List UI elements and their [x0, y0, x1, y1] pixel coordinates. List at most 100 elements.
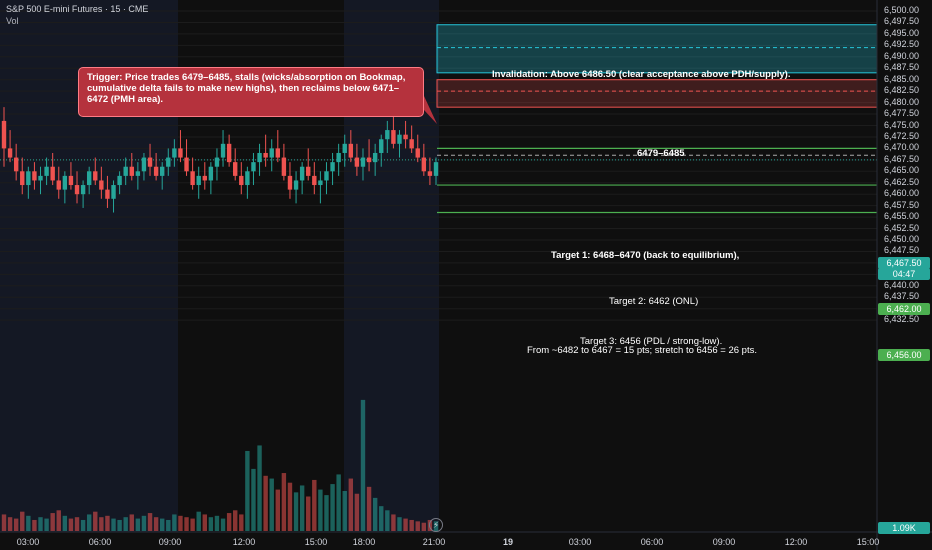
candle-body [257, 152, 262, 163]
candle-body [379, 139, 384, 153]
candle-body [366, 157, 372, 163]
target1-label[interactable]: Target 1: 6468–6470 (back to equilibrium… [551, 250, 740, 261]
candle-body [32, 171, 37, 181]
volume-bar [263, 475, 268, 531]
trigger-callout[interactable]: Trigger: Price trades 6479–6485, stalls … [78, 67, 424, 117]
target2-price-tag: 6,462.00 [878, 303, 930, 315]
price-tick-label: 6,480.00 [884, 96, 920, 107]
candle-body [1, 120, 7, 149]
time-tick-label: 12:00 [232, 537, 256, 547]
invalidation-label[interactable]: Invalidation: Above 6486.50 (clear accep… [492, 69, 791, 80]
candle-body [226, 143, 232, 163]
time-tick-label: 19 [502, 537, 514, 547]
price-tick-label: 6,490.00 [884, 50, 920, 61]
volume-bar [220, 518, 226, 531]
candle-body [391, 130, 396, 144]
price-tick-label: 6,492.50 [884, 39, 920, 50]
candle-body [306, 166, 311, 176]
candle-body [354, 157, 360, 167]
volume-bar [135, 518, 141, 531]
candle-body [245, 171, 250, 186]
volume-bar [44, 518, 49, 531]
volume-bar [7, 517, 13, 531]
volume-bar [269, 478, 274, 531]
target3-label[interactable]: Target 3: 6456 (PDL / strong-low). [580, 336, 723, 347]
volume-bar [366, 486, 372, 531]
price-tick-label: 6,475.00 [884, 119, 920, 130]
time-tick-label: 03:00 [568, 537, 592, 547]
candle-body [281, 157, 287, 176]
symbol-title[interactable]: S&P 500 E-mini Futures · 15 · CME [6, 4, 149, 14]
lightning-icon[interactable]: ⚡ [429, 518, 443, 532]
candle-body [330, 162, 335, 172]
price-tick-label: 6,450.00 [884, 234, 920, 244]
volume-bar [299, 485, 305, 531]
volume-bar [324, 495, 329, 531]
target3-price-tag: 6,456.00 [878, 349, 930, 361]
volume-indicator-label[interactable]: Vol [6, 16, 19, 26]
volume-bar [178, 515, 183, 531]
candle-body [287, 175, 293, 190]
volume-bar [99, 517, 104, 531]
volume-bar [379, 506, 384, 531]
volume-bar [391, 514, 396, 531]
candle-body [299, 166, 305, 181]
volume-bar [257, 445, 262, 531]
invalidation-zone [436, 24, 878, 74]
time-tick-label: 15:00 [856, 537, 880, 547]
volume-bar [342, 490, 347, 531]
candle-body [239, 175, 244, 186]
volume-bar [74, 517, 80, 531]
target3-summary[interactable]: From ~6482 to 6467 = 15 pts; stretch to … [527, 345, 757, 356]
callout-pointer [424, 96, 437, 124]
candle-countdown: 04:47 [878, 268, 930, 280]
candle-body [166, 157, 171, 167]
price-tick-label: 6,460.00 [884, 188, 920, 199]
volume-bar [318, 489, 323, 531]
price-tick-label: 6,440.00 [884, 279, 920, 290]
candle-body [427, 171, 433, 176]
price-tick-label: 6,447.50 [884, 245, 920, 256]
candle-body [342, 143, 347, 153]
volume-bar [409, 519, 414, 531]
candle-body [336, 152, 341, 163]
price-tick-label: 6,437.50 [884, 291, 920, 302]
candle-body [421, 157, 427, 172]
volume-bar [117, 519, 122, 531]
volume-bar [239, 514, 244, 531]
candle-body [293, 180, 299, 190]
candle-body [74, 185, 80, 195]
candle-body [38, 175, 43, 181]
candle-body [26, 171, 31, 186]
time-tick-label: 12:00 [784, 537, 808, 547]
candle-body [68, 175, 74, 186]
volume-bar [251, 468, 256, 531]
time-tick-label: 03:00 [16, 537, 40, 547]
volume-bar [153, 517, 159, 531]
price-tick-label: 6,477.50 [884, 108, 920, 119]
short-zone-label[interactable]: 6479–6485 [637, 148, 685, 159]
candle-body [56, 180, 61, 190]
volume-bar [415, 521, 420, 531]
candle-body [324, 171, 329, 181]
time-tick-label: 06:00 [88, 537, 112, 547]
volume-bar [62, 515, 68, 531]
candle-body [348, 143, 354, 158]
volume-bar [129, 514, 134, 531]
candle-body [415, 148, 420, 158]
volume-bar [38, 517, 43, 531]
volume-bar [312, 479, 317, 531]
price-tick-label: 6,462.50 [884, 176, 920, 187]
candle-body [190, 171, 195, 186]
time-tick-label: 18:00 [352, 537, 376, 547]
candle-body [385, 130, 390, 140]
candle-body [44, 166, 49, 176]
price-tick-label: 6,482.50 [884, 85, 920, 96]
time-tick-label: 21:00 [422, 537, 446, 547]
volume-bar [172, 514, 177, 531]
candle-body [13, 157, 19, 172]
target2-label[interactable]: Target 2: 6462 (ONL) [609, 296, 699, 307]
candle-body [153, 166, 159, 176]
volume-bar [403, 518, 408, 531]
volume-bar [13, 518, 19, 531]
